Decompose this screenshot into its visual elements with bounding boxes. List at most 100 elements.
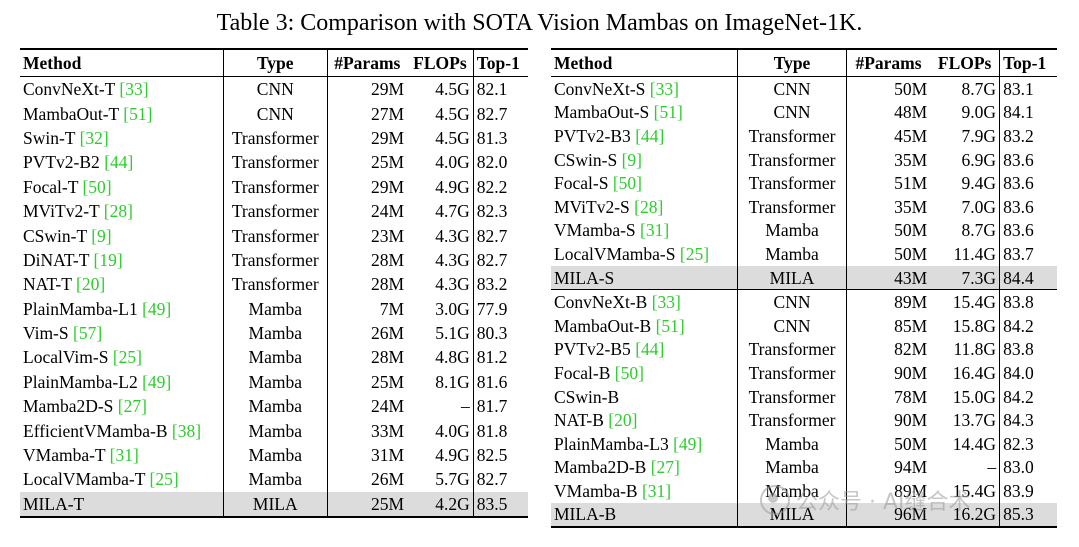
citation-link[interactable]: [9]	[621, 149, 642, 170]
cell-params: 28M	[371, 347, 405, 368]
cell-flops: 14.4G	[952, 433, 997, 454]
citation-link[interactable]: [33]	[119, 79, 149, 100]
table-row: Mamba2D-B [27] Mamba 94M –83.0	[551, 455, 1057, 480]
cell-flops: 5.1G	[435, 323, 470, 344]
method-name: NAT-B	[554, 410, 609, 431]
method-name: VMamba-B	[554, 480, 642, 501]
cell-flops: 8.7G	[961, 220, 997, 241]
table-row: MILA-B MILA 96M 16.2G 85.3	[551, 502, 1057, 528]
citation-link[interactable]: [50]	[82, 176, 112, 197]
cell-flops: 4.0G	[435, 152, 470, 173]
cell-flops: 15.8G	[952, 315, 997, 336]
cell-top1: 83.1	[999, 76, 1057, 101]
citation-link[interactable]: [20]	[76, 274, 106, 295]
table-header-row: Method Type #Params FLOPs Top-1	[20, 49, 528, 77]
table-row: PVTv2-B3 [44] Transformer 45M 7.9G 83.2	[551, 124, 1057, 148]
watermark-text: 公众号 · AI缝合术	[796, 490, 971, 515]
cell-flops: 4.3G	[435, 274, 470, 295]
citation-link[interactable]: [50]	[614, 362, 644, 383]
citation-link[interactable]: [50]	[612, 173, 642, 194]
citation-link[interactable]: [31]	[640, 220, 670, 241]
method-name: CSwin-T	[23, 225, 92, 246]
citation-link[interactable]: [44]	[635, 339, 665, 360]
cell-params: 50M	[894, 78, 928, 99]
cell-top1: 84.4	[999, 265, 1057, 290]
cell-flops: 4.9G	[435, 176, 470, 197]
cell-params: 50M	[894, 433, 928, 454]
cell-flops: 13.7G	[952, 410, 997, 431]
cell-type: Transformer	[223, 174, 328, 199]
citation-link[interactable]: [44]	[635, 125, 665, 146]
citation-link[interactable]: [49]	[142, 371, 172, 392]
cell-top1: 82.2	[472, 174, 528, 199]
citation-link[interactable]: [33]	[649, 78, 679, 99]
citation-link[interactable]: [51]	[655, 315, 685, 336]
citation-link[interactable]: [9]	[91, 225, 112, 246]
cell-flops: 16.4G	[952, 362, 997, 383]
cell-method: DiNAT-T [19]	[20, 248, 224, 272]
citation-link[interactable]: [27]	[117, 396, 147, 417]
cell-top1: 84.0	[999, 361, 1057, 385]
cell-type: CNN	[737, 289, 847, 314]
cell-method: MambaOut-B [51]	[551, 314, 738, 338]
citation-link[interactable]: [38]	[171, 420, 202, 441]
cell-top1: 84.2	[999, 384, 1057, 409]
cell-type: Transformer	[737, 408, 847, 432]
method-name: ConvNeXt-B	[554, 292, 652, 313]
cell-flops: 8.7G	[961, 78, 997, 99]
citation-link[interactable]: [20]	[608, 410, 638, 431]
citation-link[interactable]: [32]	[79, 127, 109, 148]
citation-link[interactable]: [44]	[104, 152, 134, 173]
cell-method: Mamba2D-S [27]	[20, 394, 224, 418]
citation-link[interactable]: [28]	[103, 201, 133, 222]
cell-flops: 8.1G	[435, 371, 470, 392]
cell-type: CNN	[737, 76, 847, 101]
cell-top1: 82.7	[472, 247, 528, 273]
citation-link[interactable]: [33]	[651, 292, 681, 313]
citation-link[interactable]: [19]	[93, 249, 123, 270]
citation-link[interactable]: [57]	[73, 323, 103, 344]
citation-link[interactable]: [25]	[679, 243, 710, 264]
cell-top1: 82.0	[472, 150, 528, 175]
cell-method: MILA-B	[551, 502, 738, 528]
citation-link[interactable]: [51]	[123, 103, 153, 124]
cell-params: 25M	[327, 491, 408, 518]
citation-link[interactable]: [49]	[673, 433, 703, 454]
cell-top1: 81.8	[472, 418, 528, 443]
cell-top1: 81.7	[472, 394, 528, 419]
citation-link[interactable]: [31]	[641, 480, 672, 501]
header-method: Method	[20, 49, 224, 77]
cell-type: Transformer	[223, 223, 328, 248]
header-flops: FLOPs	[930, 49, 1000, 77]
citation-link[interactable]: [49]	[142, 298, 172, 319]
cell-top1: 83.2	[472, 272, 528, 297]
cell-top1: 83.2	[999, 124, 1057, 148]
cell-flops: –	[987, 457, 997, 478]
citation-link[interactable]: [31]	[109, 445, 139, 466]
cell-params: 27M	[371, 103, 405, 124]
cell-method: LocalVim-S [25]	[20, 345, 224, 369]
method-name: LocalVMamba-S	[554, 243, 680, 264]
cell-flops: 9.4G	[961, 173, 997, 194]
cell-method: PlainMamba-L3 [49]	[551, 432, 738, 456]
cell-params: 33M	[371, 420, 405, 441]
cell-params: 45M	[894, 125, 928, 146]
cell-flops: 11.4G	[953, 243, 997, 264]
cell-params: 50M	[894, 243, 928, 264]
cell-method: VMamba-B [31]	[551, 479, 738, 503]
citation-link[interactable]: [25]	[112, 347, 142, 368]
method-name: PVTv2-B3	[554, 125, 636, 146]
cell-type: Transformer	[737, 361, 847, 385]
cell-method: PlainMamba-L1 [49]	[20, 297, 224, 321]
citation-link[interactable]: [51]	[653, 102, 683, 123]
cell-method: Swin-T [32]	[20, 126, 224, 150]
cell-type: Mamba	[223, 467, 328, 492]
method-name: ConvNeXt-T	[23, 79, 120, 100]
header-params: #Params	[846, 49, 931, 77]
citation-link[interactable]: [27]	[650, 457, 680, 478]
method-name: Focal-S	[554, 173, 613, 194]
method-name: LocalVim-S	[23, 347, 113, 368]
citation-link[interactable]: [28]	[634, 196, 664, 217]
cell-method: PVTv2-B3 [44]	[551, 124, 738, 148]
citation-link[interactable]: [25]	[149, 469, 179, 490]
